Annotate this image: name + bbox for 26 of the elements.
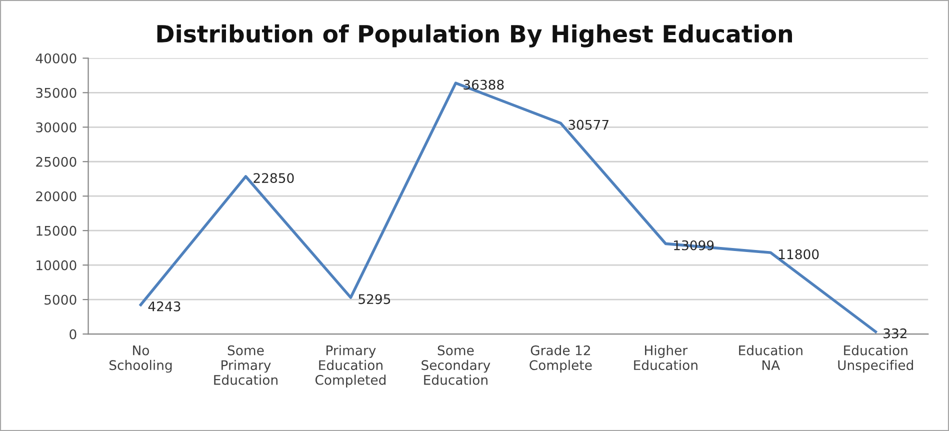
x-tick-label: No Schooling: [110, 346, 172, 373]
data-label: 5295: [358, 294, 390, 304]
y-tick-label: 40000: [36, 53, 76, 64]
x-tick-label: Primary Education Completed: [315, 345, 386, 388]
data-label: 30577: [568, 120, 608, 130]
x-tick-label: Grade 12 Complete: [530, 345, 592, 373]
data-label: 36388: [464, 80, 504, 90]
y-tick-label: 35000: [36, 88, 76, 98]
x-tick-label: Education Unspecified: [838, 345, 913, 373]
y-tick-label: 5000: [44, 294, 76, 305]
chart-title: Distribution of Population By Highest Education: [157, 24, 792, 48]
data-label: 13099: [674, 240, 714, 250]
y-tick-label: 10000: [36, 260, 76, 270]
y-tick-label: 30000: [36, 122, 76, 132]
y-tick-label: 25000: [36, 156, 76, 167]
x-tick-label: Some Primary Education: [214, 345, 278, 385]
x-tick-label: Some Secondary Education: [422, 345, 490, 385]
data-label: 11800: [779, 249, 819, 260]
line-series: [139, 82, 878, 334]
x-tick-label: Education NA: [739, 345, 802, 370]
y-tick-label: 0: [70, 329, 76, 340]
y-tick-label: 15000: [36, 226, 76, 236]
data-label: 22850: [254, 173, 294, 184]
data-label: 4243: [148, 301, 180, 312]
x-tick-label: Higher Education: [634, 345, 698, 370]
y-tick-label: 20000: [36, 191, 76, 202]
